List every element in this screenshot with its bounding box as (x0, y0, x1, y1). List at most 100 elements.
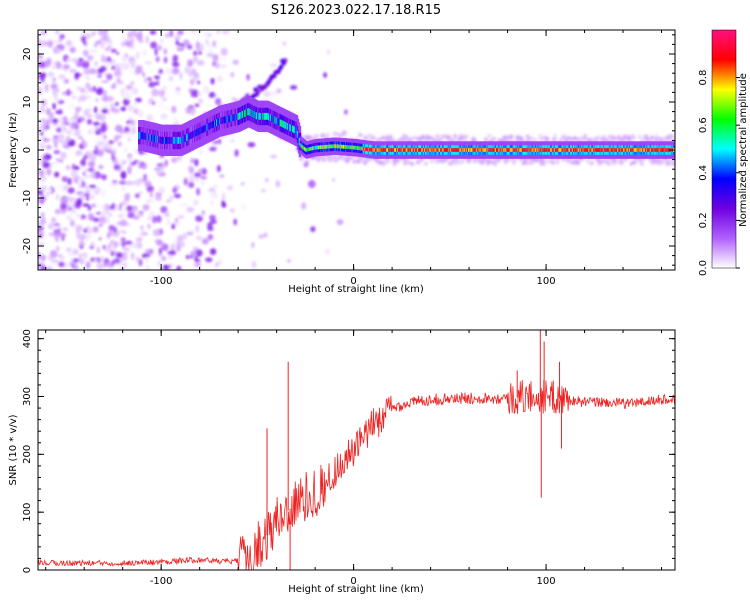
heatmap-cell (40, 240, 47, 245)
heatmap-cell (214, 194, 219, 199)
heatmap-cell (196, 59, 205, 66)
heatmap-cell (667, 161, 672, 166)
heatmap-cell (155, 196, 162, 201)
top-x-ticks: -100 0 100 (45, 30, 663, 287)
heatmap-cell (174, 217, 179, 223)
heatmap-cell (93, 43, 98, 48)
heatmap-cell (75, 213, 82, 219)
heatmap-cell (240, 182, 245, 186)
heatmap-cell (45, 57, 52, 65)
heatmap-cell (108, 183, 116, 187)
heatmap-cell (575, 137, 580, 141)
heatmap-cell (115, 252, 123, 258)
heatmap-cell (76, 233, 83, 240)
heatmap-cell (77, 118, 81, 124)
heatmap-cell (117, 214, 125, 218)
heatmap-cell (131, 126, 137, 135)
heatmap-cell (221, 192, 226, 201)
heatmap-cell (120, 173, 127, 180)
heatmap-cell (109, 204, 115, 210)
heatmap-cell (322, 157, 327, 162)
heatmap-cell (58, 134, 65, 139)
heatmap-cell (406, 160, 411, 165)
heatmap-cell (81, 30, 87, 37)
heatmap-cell (83, 174, 91, 179)
heatmap-cell (195, 41, 200, 49)
colorbar-tick-label: 0.6 (698, 117, 709, 133)
heatmap-cell (95, 112, 101, 121)
heatmap-cell (65, 127, 73, 135)
heatmap-cell (201, 168, 207, 175)
heatmap-cell (671, 134, 675, 139)
heatmap-cell (49, 262, 57, 269)
heatmap-cell (221, 203, 227, 208)
heatmap-cell (44, 187, 53, 193)
heatmap-cell (419, 158, 424, 163)
heatmap-cell (70, 169, 79, 177)
heatmap-cell (147, 223, 151, 230)
heatmap-cell (65, 165, 71, 171)
colorbar-label: Normalized spectral amplitude (738, 73, 749, 227)
heatmap-cell (247, 142, 256, 148)
heatmap-cell (582, 136, 587, 141)
heatmap-cell (58, 74, 66, 80)
heatmap-cell (68, 251, 74, 256)
heatmap-cell (509, 134, 514, 139)
heatmap-cell (133, 102, 138, 106)
heatmap-cell (187, 44, 193, 50)
heatmap-cell (46, 168, 52, 176)
heatmap-cell (55, 245, 60, 253)
heatmap-cell (102, 146, 108, 152)
heatmap-cell (65, 247, 72, 252)
heatmap-cell (228, 90, 232, 97)
heatmap-cell (174, 34, 181, 41)
heatmap-cell (188, 181, 195, 188)
colorbar-tick-label: 0.4 (698, 165, 709, 181)
heatmap-cell (113, 69, 121, 77)
heatmap-cell (357, 159, 361, 164)
heatmap-cell (38, 138, 44, 145)
heatmap-cell (185, 107, 192, 114)
heatmap-cell (210, 190, 215, 199)
heatmap-cell (38, 169, 45, 177)
heatmap-cell (193, 199, 199, 207)
heatmap-cell (54, 95, 60, 103)
heatmap-cell (120, 206, 127, 214)
heatmap-cell (130, 161, 137, 166)
heatmap-cell (47, 40, 53, 48)
heatmap-cell (412, 135, 417, 140)
heatmap-cell (70, 122, 78, 130)
heatmap-cell (157, 261, 161, 266)
heatmap-cell (69, 68, 77, 73)
heatmap-cell (211, 184, 219, 189)
heatmap-cell (92, 121, 101, 126)
heatmap-cell (114, 101, 119, 107)
heatmap-cell (116, 77, 121, 83)
heatmap-cell (150, 41, 158, 49)
heatmap-cell (38, 228, 41, 233)
colorbar-tick-label: 0.2 (698, 212, 709, 228)
heatmap-cell (86, 227, 93, 234)
heatmap-cell (209, 214, 216, 221)
heatmap-cell (133, 216, 140, 220)
heatmap-cell (87, 167, 95, 172)
heatmap-cell (60, 197, 67, 205)
heatmap-cell (648, 157, 652, 162)
heatmap-cell (90, 171, 96, 179)
heatmap-cell (197, 98, 203, 104)
heatmap-cell (146, 198, 154, 204)
y-tick-label: -20 (22, 238, 33, 254)
heatmap-cell (128, 115, 133, 121)
heatmap-cell (94, 60, 98, 67)
heatmap-cell (121, 55, 128, 62)
snr-frame (37, 329, 676, 571)
heatmap-cell (55, 236, 60, 243)
heatmap-cell (55, 183, 63, 192)
heatmap-cell (52, 102, 56, 110)
heatmap-cell (154, 47, 158, 56)
heatmap-cell (134, 198, 143, 202)
heatmap-cell (124, 193, 131, 199)
heatmap-cell (282, 41, 286, 46)
heatmap-cell (113, 164, 120, 171)
